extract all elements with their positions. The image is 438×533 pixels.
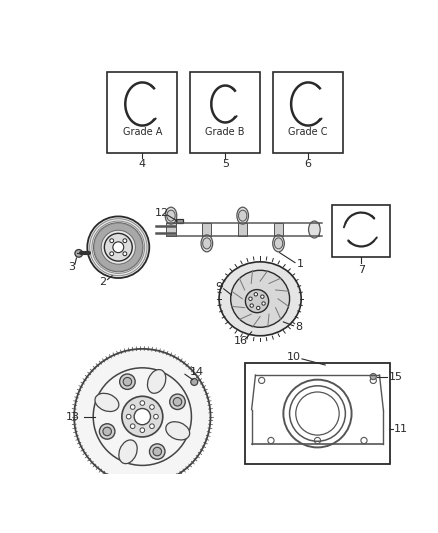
Circle shape <box>140 401 145 406</box>
Circle shape <box>131 405 135 409</box>
Circle shape <box>245 289 268 313</box>
Text: 13: 13 <box>66 411 80 422</box>
Circle shape <box>131 424 135 429</box>
Text: 1: 1 <box>297 259 304 269</box>
Circle shape <box>262 302 265 305</box>
Circle shape <box>99 424 115 439</box>
Ellipse shape <box>231 270 290 327</box>
FancyBboxPatch shape <box>310 223 319 236</box>
Circle shape <box>75 249 83 257</box>
Circle shape <box>110 239 114 243</box>
Text: 8: 8 <box>295 322 302 332</box>
Circle shape <box>250 304 254 307</box>
Circle shape <box>140 428 145 432</box>
Text: 16: 16 <box>234 336 248 346</box>
Text: 7: 7 <box>358 264 365 274</box>
Text: 11: 11 <box>394 424 408 434</box>
Circle shape <box>74 349 211 484</box>
Circle shape <box>104 233 132 261</box>
Circle shape <box>254 293 258 296</box>
FancyBboxPatch shape <box>107 71 177 152</box>
Text: 6: 6 <box>305 159 312 169</box>
Circle shape <box>153 447 162 456</box>
Circle shape <box>149 444 165 459</box>
Text: 3: 3 <box>68 262 75 272</box>
Circle shape <box>87 216 149 278</box>
Ellipse shape <box>165 207 177 224</box>
Ellipse shape <box>95 393 119 411</box>
FancyBboxPatch shape <box>191 71 260 152</box>
Circle shape <box>150 424 154 429</box>
FancyBboxPatch shape <box>238 223 247 236</box>
Circle shape <box>113 242 124 253</box>
FancyBboxPatch shape <box>176 220 184 223</box>
Circle shape <box>154 414 158 419</box>
Circle shape <box>122 397 163 437</box>
Circle shape <box>110 252 114 256</box>
Ellipse shape <box>203 238 211 249</box>
Ellipse shape <box>201 235 213 252</box>
FancyBboxPatch shape <box>273 71 343 152</box>
Circle shape <box>126 414 131 419</box>
Circle shape <box>103 427 111 435</box>
Circle shape <box>249 297 252 301</box>
Text: 10: 10 <box>287 352 301 361</box>
Circle shape <box>261 295 264 298</box>
FancyBboxPatch shape <box>166 223 176 236</box>
Circle shape <box>123 252 127 256</box>
Circle shape <box>123 239 127 243</box>
Ellipse shape <box>167 210 175 221</box>
Text: Grade A: Grade A <box>123 127 162 138</box>
Circle shape <box>150 405 154 409</box>
Ellipse shape <box>239 210 247 221</box>
Ellipse shape <box>166 422 190 440</box>
FancyBboxPatch shape <box>202 223 212 236</box>
Ellipse shape <box>308 221 320 238</box>
Text: Grade C: Grade C <box>289 127 328 138</box>
Circle shape <box>173 398 182 406</box>
Circle shape <box>134 408 151 425</box>
FancyBboxPatch shape <box>245 363 390 464</box>
Ellipse shape <box>219 262 301 336</box>
Circle shape <box>191 378 198 385</box>
Text: 5: 5 <box>222 159 229 169</box>
FancyBboxPatch shape <box>274 223 283 236</box>
Ellipse shape <box>237 207 248 224</box>
Text: 12: 12 <box>155 207 169 217</box>
Ellipse shape <box>274 238 283 249</box>
Text: 15: 15 <box>389 372 403 382</box>
Text: Grade B: Grade B <box>205 127 245 138</box>
Circle shape <box>170 394 185 409</box>
Text: 4: 4 <box>139 159 146 169</box>
Circle shape <box>120 374 135 390</box>
Text: 2: 2 <box>99 277 106 287</box>
FancyBboxPatch shape <box>332 205 390 257</box>
Circle shape <box>370 374 376 379</box>
Text: 14: 14 <box>190 367 204 377</box>
Ellipse shape <box>148 369 166 393</box>
Ellipse shape <box>119 440 137 464</box>
Circle shape <box>257 306 260 310</box>
Ellipse shape <box>273 235 284 252</box>
Text: 9: 9 <box>215 282 223 292</box>
Wedge shape <box>93 223 143 272</box>
Circle shape <box>123 377 132 386</box>
